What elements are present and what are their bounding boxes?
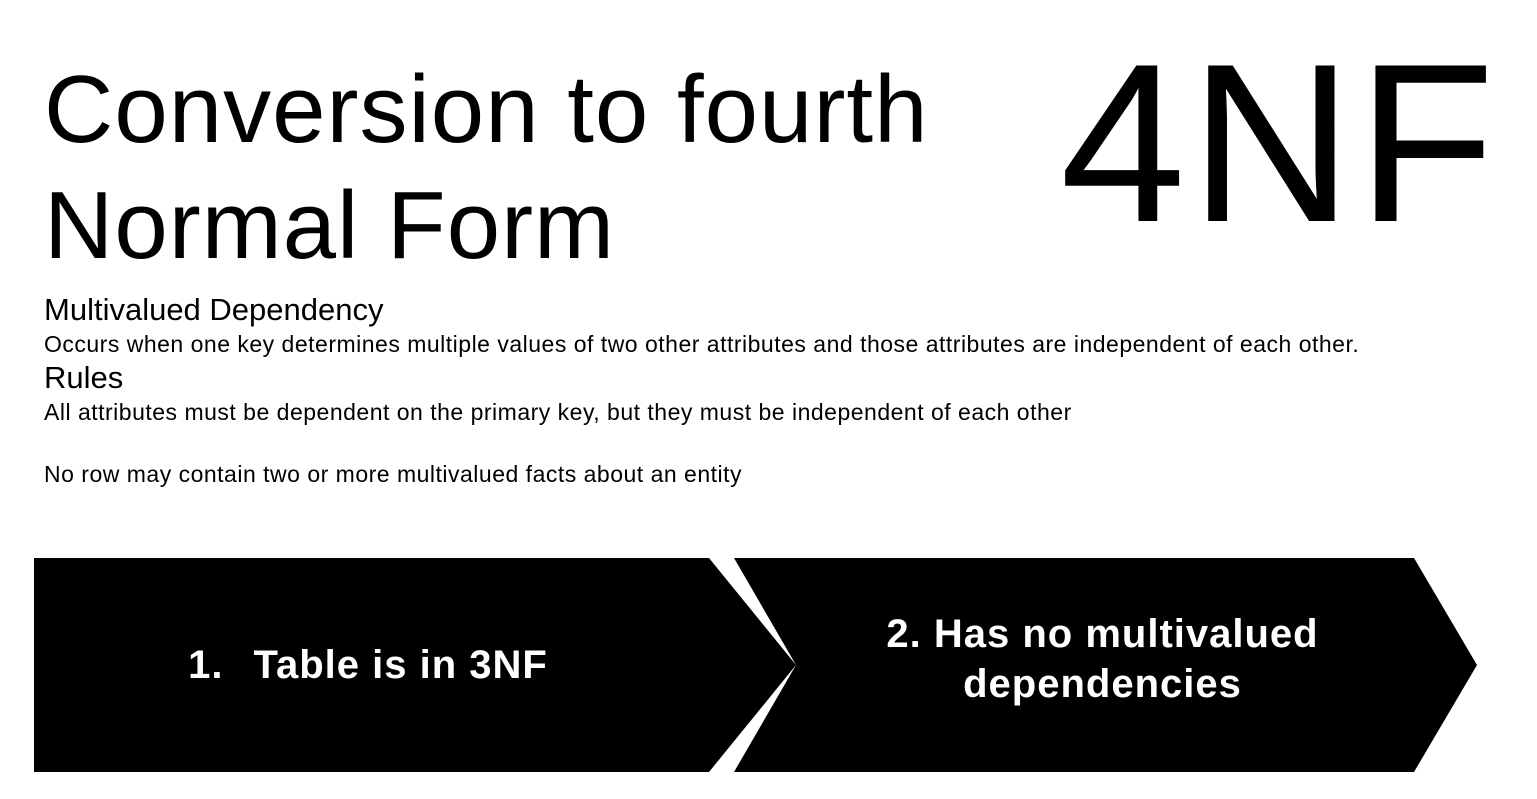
step-one-label: Table is in 3NF [253, 643, 548, 687]
step-two-chevron: 2. Has no multivalued dependencies [734, 558, 1477, 772]
slide-body: Multivalued Dependency Occurs when one k… [44, 292, 1524, 490]
step-one-chevron: 1. Table is in 3NF [34, 558, 796, 772]
rule-two: No row may contain two or more multivalu… [44, 461, 743, 487]
step-two-label: 2. Has no multivalued dependencies [886, 609, 1318, 709]
rules-heading: Rules [44, 360, 124, 395]
slide-title-text: Conversion to fourth Normal Form [44, 56, 929, 279]
rule-one: All attributes must be dependent on the … [44, 399, 1072, 425]
slide-title: Conversion to fourth Normal Form [44, 52, 928, 284]
rule-spacer [44, 428, 1524, 458]
step-one-number: 1. [188, 643, 224, 687]
step-two-text: Has no multivalued dependencies [933, 612, 1319, 706]
mvd-description: Occurs when one key determines multiple … [44, 331, 1360, 357]
step-two-number: 2. [886, 612, 922, 656]
normal-form-badge: 4NF [1060, 16, 1499, 269]
mvd-heading: Multivalued Dependency [44, 292, 384, 327]
